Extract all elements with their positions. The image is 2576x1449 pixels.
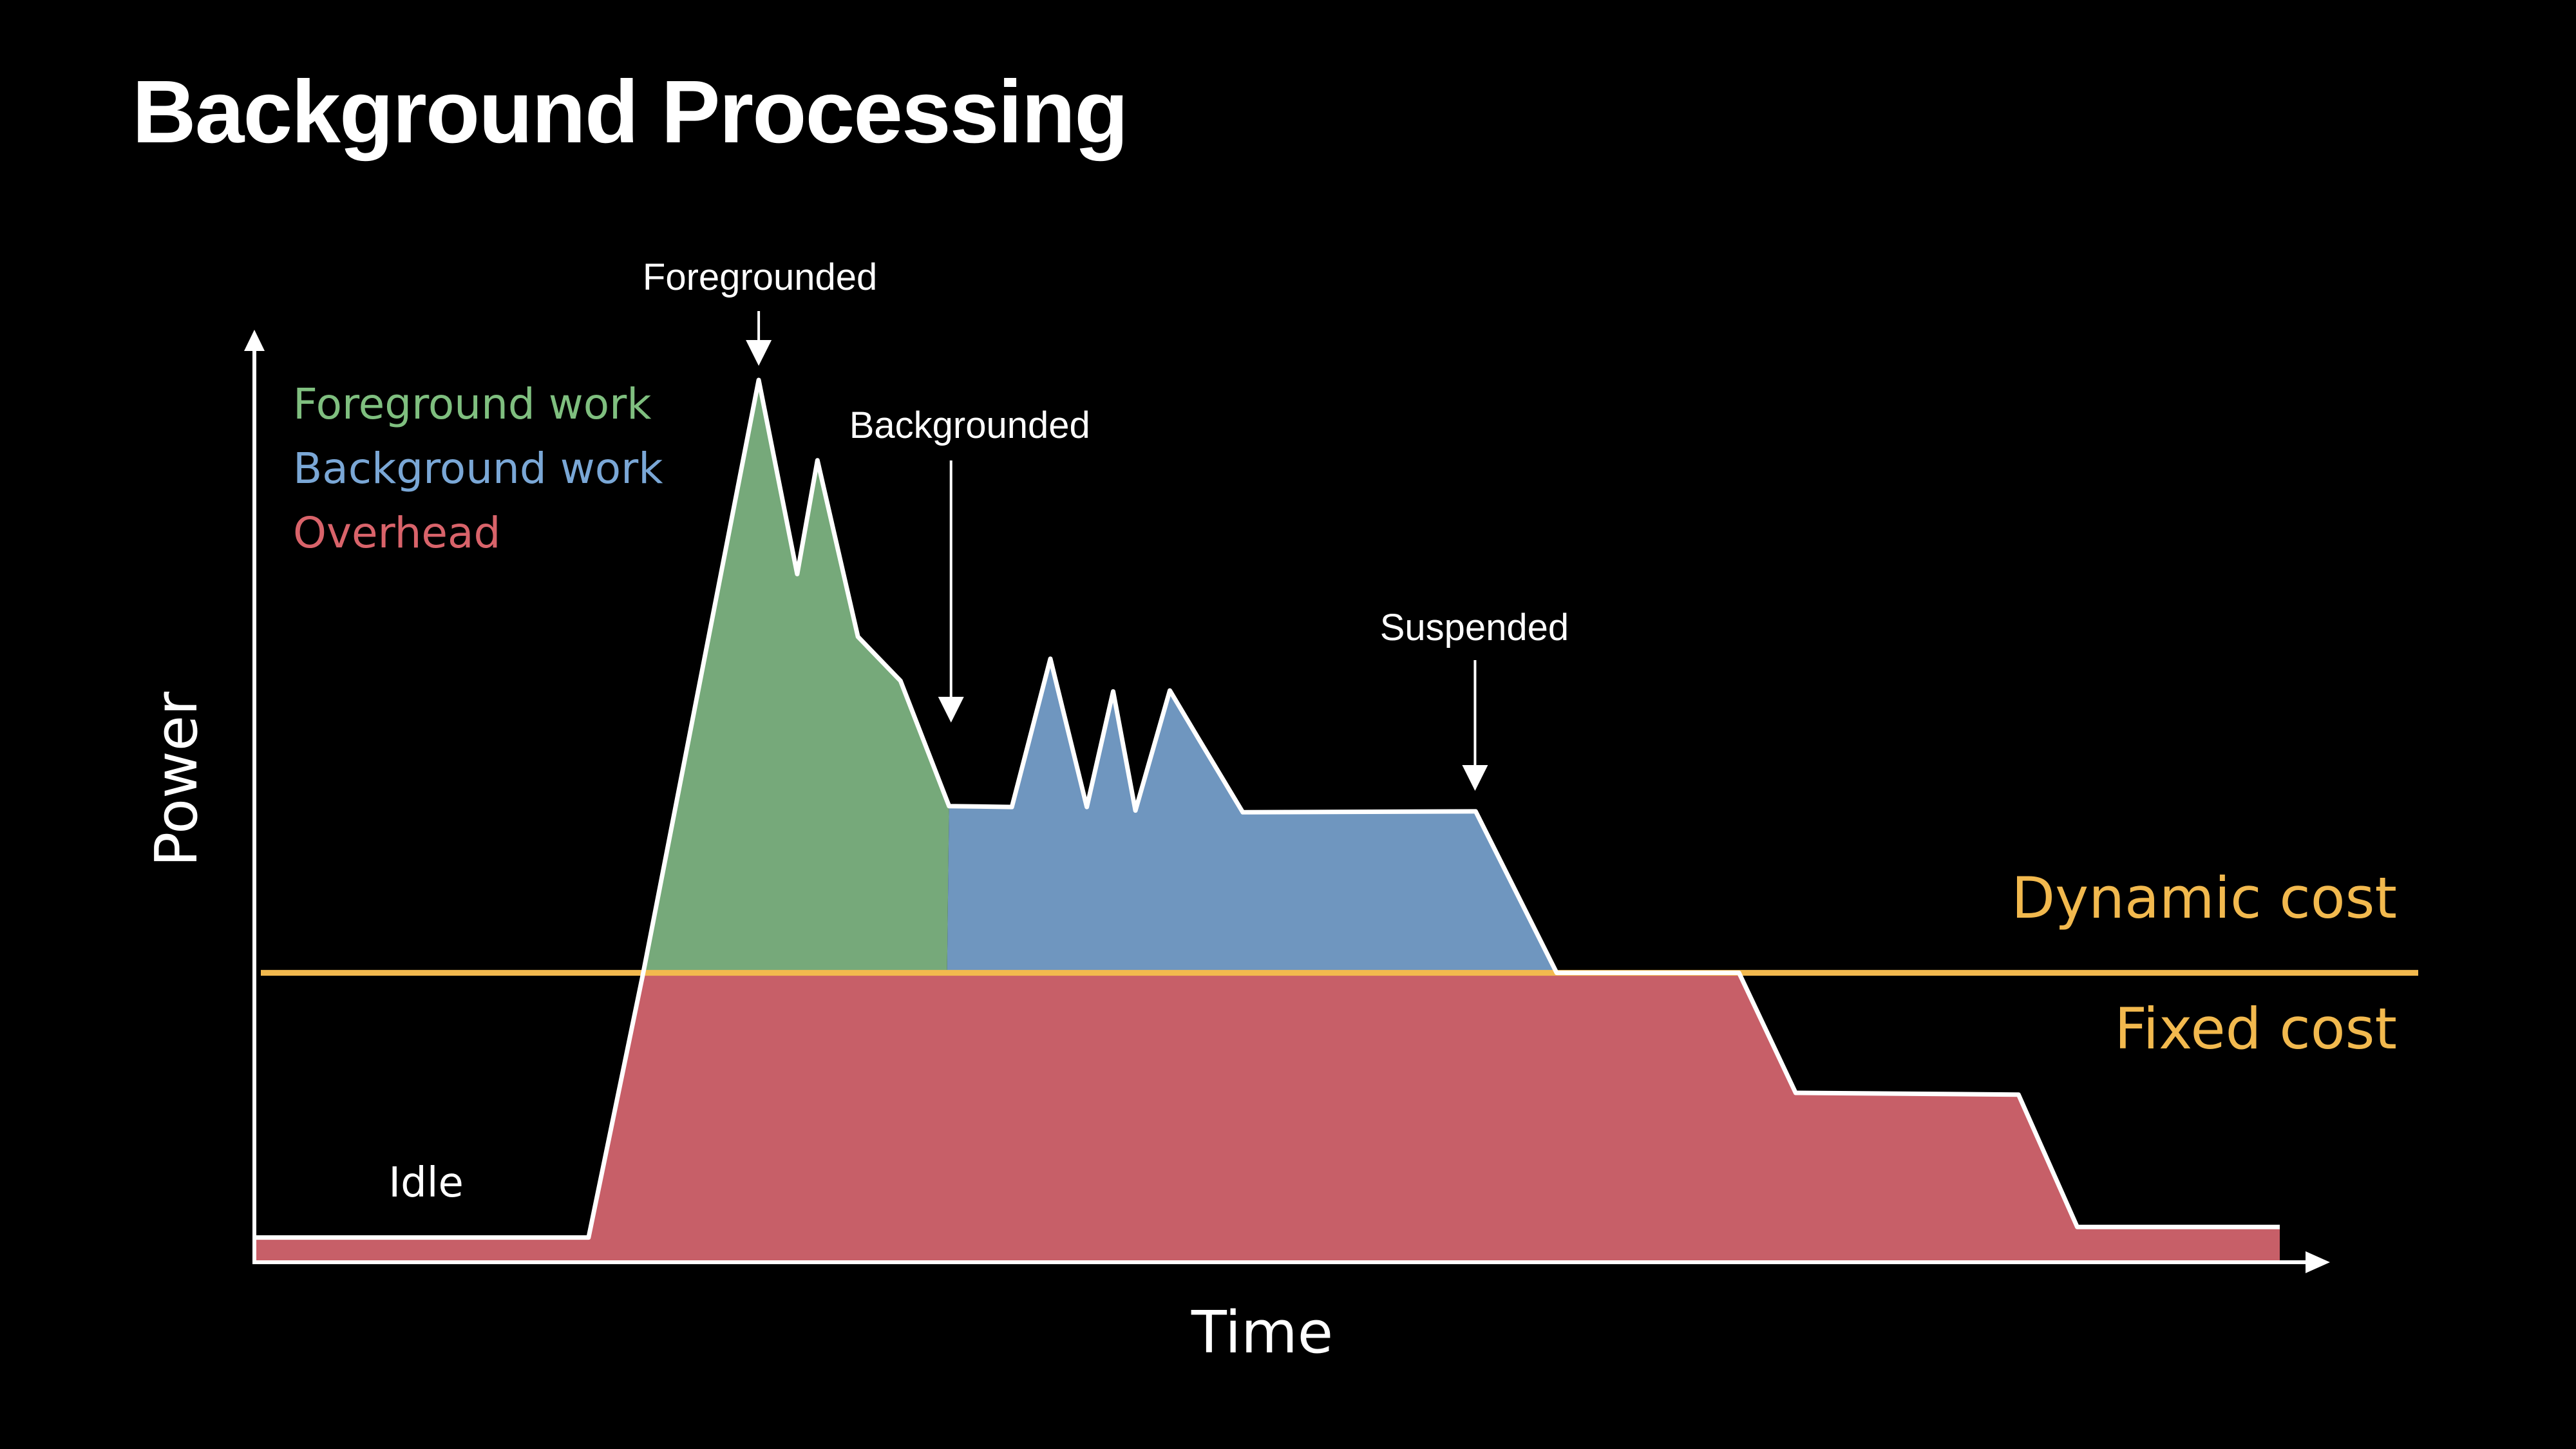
annotation-foregrounded: Foregrounded (643, 256, 877, 366)
y-axis-label: Power (143, 692, 211, 867)
legend-item-overhead: Overhead (293, 508, 500, 558)
x-axis-arrow-icon (2306, 1251, 2330, 1273)
power-curve-line (254, 377, 2280, 1240)
y-axis-arrow-icon (244, 330, 265, 351)
backgrounded-label: Backgrounded (849, 404, 1090, 446)
legend: Foreground work Background work Overhead (293, 379, 663, 558)
overhead-area (254, 972, 2280, 1262)
legend-item-background-work: Background work (293, 444, 663, 493)
foregrounded-label: Foregrounded (643, 256, 877, 298)
y-axis (244, 330, 265, 1264)
legend-item-foreground-work: Foreground work (293, 379, 652, 429)
foreground-work-area (643, 380, 949, 973)
background-work-area (947, 658, 1557, 973)
annotation-backgrounded: Backgrounded (849, 404, 1090, 723)
slide-title: Background Processing (132, 62, 1128, 162)
annotation-suspended: Suspended (1380, 607, 1569, 791)
x-axis (252, 1251, 2330, 1273)
x-axis-label: Time (1191, 1299, 1333, 1367)
fixed-cost-label: Fixed cost (2114, 996, 2397, 1062)
idle-label: Idle (388, 1159, 464, 1207)
dynamic-cost-label: Dynamic cost (2011, 865, 2397, 931)
suspended-label: Suspended (1380, 607, 1569, 649)
